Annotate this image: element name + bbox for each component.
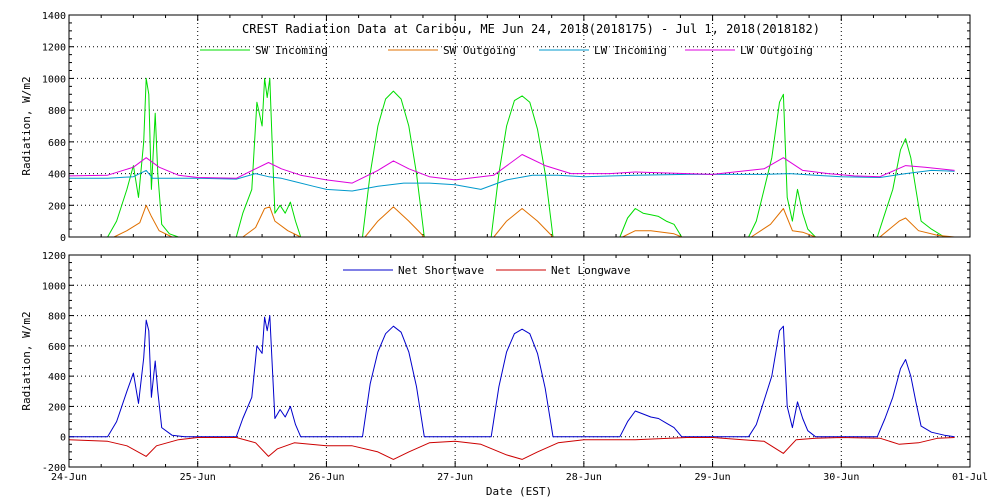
x-tick-label: 30-Jun <box>823 472 859 483</box>
legend-label-net-longwave: Net Longwave <box>551 264 630 277</box>
y-tick-label: 600 <box>48 342 66 353</box>
legend-label-lw-incoming: LW Incoming <box>594 44 667 57</box>
y-tick-label: 600 <box>48 138 66 149</box>
bottom-ylabel: Radiation, W/m2 <box>20 311 33 410</box>
y-tick-label: 200 <box>48 402 66 413</box>
legend-label-sw-incoming: SW Incoming <box>255 44 328 57</box>
y-tick-label: -200 <box>42 463 66 474</box>
legend-label-sw-outgoing: SW Outgoing <box>443 44 516 57</box>
series-line-net-longwave <box>68 437 955 460</box>
y-tick-label: 1000 <box>42 281 66 292</box>
x-tick-label: 01-Jul <box>952 472 988 483</box>
y-tick-label: 200 <box>48 201 66 212</box>
x-tick-label: 26-Jun <box>308 472 344 483</box>
y-tick-label: 400 <box>48 170 66 181</box>
top-ylabel: Radiation, W/m2 <box>20 76 33 175</box>
bottom-panel: -200 0 200 400 600 800 1000 1200 24-Jun 25-Jun 26-… <box>42 251 988 483</box>
series-line-sw-outgoing <box>69 204 955 238</box>
y-tick-label: 1200 <box>42 251 66 262</box>
y-tick-label: 1000 <box>42 74 66 85</box>
x-tick-label: 25-Jun <box>180 472 216 483</box>
x-tick-label: 27-Jun <box>437 472 473 483</box>
series-line-lw-incoming <box>69 169 955 192</box>
x-tick-label: 29-Jun <box>695 472 731 483</box>
x-tick-label: 28-Jun <box>566 472 602 483</box>
y-tick-label: 800 <box>48 106 66 117</box>
chart-title: CREST Radiation Data at Caribou, ME Jun … <box>242 22 820 36</box>
series-line-sw-incoming <box>69 77 955 238</box>
y-tick-label: 400 <box>48 372 66 383</box>
y-tick-label: 0 <box>60 233 66 244</box>
y-tick-label: 0 <box>60 433 66 444</box>
legend-label-net-shortwave: Net Shortwave <box>398 264 484 277</box>
legend-label-lw-outgoing: LW Outgoing <box>740 44 813 57</box>
x-tick-label: 24-Jun <box>51 472 87 483</box>
series-line-net-shortwave <box>69 315 955 438</box>
y-tick-label: 1200 <box>42 43 66 54</box>
plot-frame <box>68 254 971 468</box>
y-tick-label: 1400 <box>42 11 66 22</box>
top-panel: 0 200 400 600 800 1000 1200 1400 SW Incoming SW O… <box>42 11 971 244</box>
plot-frame <box>68 14 971 238</box>
x-axis-label: Date (EST) <box>486 485 552 498</box>
y-tick-label: 800 <box>48 312 66 323</box>
series-line-lw-outgoing <box>68 154 955 184</box>
